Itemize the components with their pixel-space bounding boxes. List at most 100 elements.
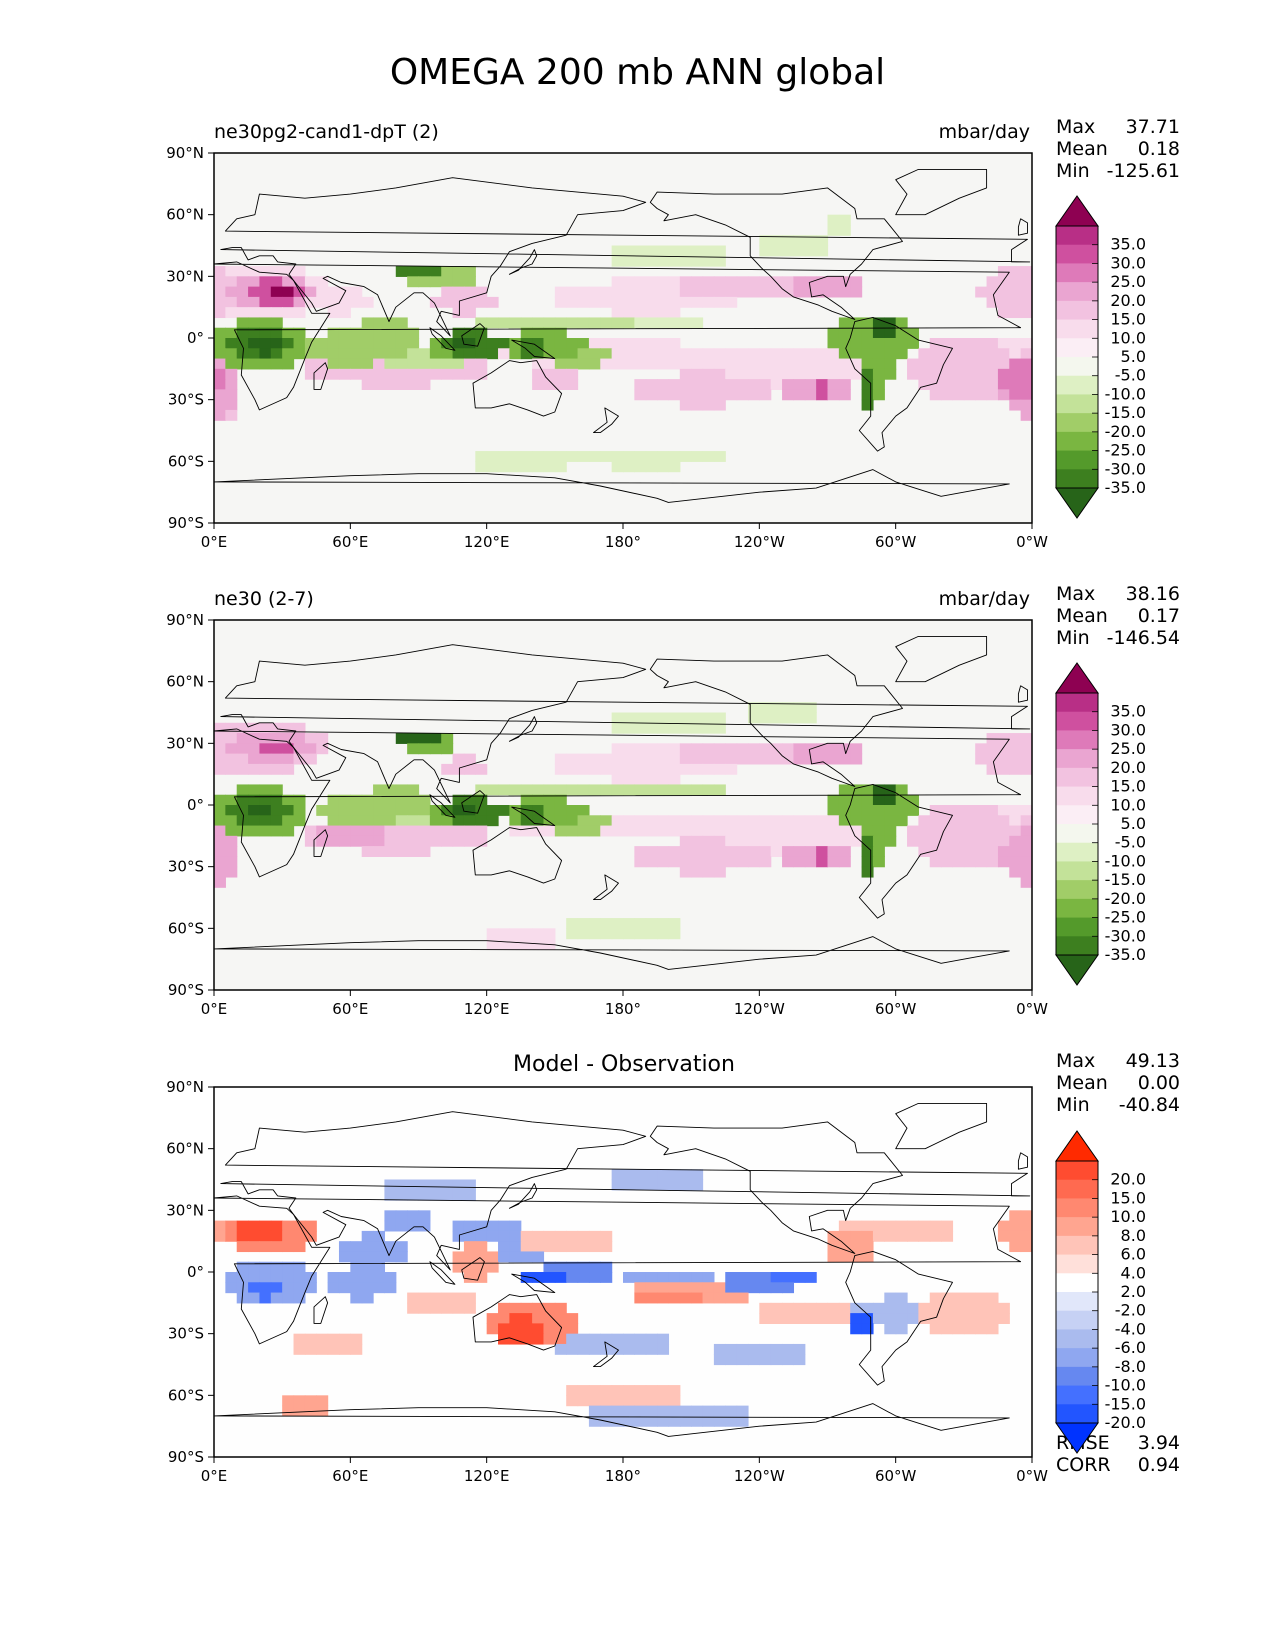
field-cell xyxy=(679,245,692,257)
field-cell xyxy=(293,276,306,288)
colorbar-segment xyxy=(1056,1348,1098,1368)
field-cell xyxy=(1009,743,1022,755)
field-cell xyxy=(918,825,931,837)
field-cell xyxy=(304,1220,317,1232)
field-cell xyxy=(532,1251,545,1263)
field-cell xyxy=(816,1313,829,1324)
field-cell xyxy=(713,835,726,847)
field-cell xyxy=(452,815,465,827)
field-cell xyxy=(827,1302,840,1314)
field-cell xyxy=(907,338,919,349)
field-cell xyxy=(520,1302,533,1314)
colorbar-extend-min xyxy=(1055,1422,1099,1454)
field-cell xyxy=(770,712,783,724)
field-cell xyxy=(838,856,851,868)
field-cell xyxy=(1020,1241,1032,1253)
field-cell xyxy=(395,1251,408,1263)
field-cell xyxy=(566,1343,579,1355)
field-cell xyxy=(725,1343,738,1355)
field-cell xyxy=(793,702,806,714)
field-cell xyxy=(395,368,408,380)
field-cell xyxy=(691,255,704,267)
field-cell xyxy=(929,1302,942,1314)
field-cell xyxy=(327,307,340,319)
field-cell xyxy=(543,348,556,360)
lon-tick-label: 120°W xyxy=(734,533,785,551)
field-cell xyxy=(373,1272,386,1283)
field-cell xyxy=(657,379,670,390)
field-cell xyxy=(486,1230,499,1242)
field-cell xyxy=(214,876,226,888)
field-cell xyxy=(248,338,261,349)
colorbar-label: 15.0 xyxy=(1110,777,1146,796)
field-cell xyxy=(588,1230,601,1242)
field-cell xyxy=(736,358,749,370)
field-cell xyxy=(872,835,885,847)
field-cell xyxy=(486,938,499,950)
field-cell xyxy=(872,815,885,827)
field-cell xyxy=(566,338,579,349)
field-cell xyxy=(236,358,249,370)
field-cell xyxy=(554,1313,567,1324)
field-cell xyxy=(884,805,897,816)
field-cell xyxy=(657,753,670,765)
field-cell xyxy=(623,825,635,837)
field-cell xyxy=(600,1272,613,1283)
field-cell xyxy=(407,815,420,827)
field-cell xyxy=(713,348,726,360)
field-cell xyxy=(997,276,1010,288)
field-cell xyxy=(679,286,692,298)
field-cell xyxy=(657,286,670,298)
field-cell xyxy=(214,733,226,744)
field-cell xyxy=(259,1241,272,1253)
field-cell xyxy=(350,1343,363,1355)
colorbar-segment xyxy=(1056,244,1098,264)
field-cell xyxy=(634,389,647,401)
field-cell xyxy=(1009,338,1022,349)
field-cell xyxy=(304,1282,317,1294)
field-cell xyxy=(827,224,840,236)
field-cell xyxy=(691,399,704,411)
field-cell xyxy=(657,1405,670,1417)
field-cell xyxy=(816,743,829,755)
field-cell xyxy=(838,214,851,226)
colorbar-label: 10.0 xyxy=(1110,328,1146,347)
field-cell xyxy=(634,338,647,349)
coastline-sumatra xyxy=(429,327,456,351)
field-cell xyxy=(634,825,647,837)
field-cell xyxy=(395,379,408,390)
field-cell xyxy=(566,358,579,370)
field-cell xyxy=(588,1261,601,1273)
field-cell xyxy=(679,1169,692,1181)
field-cell xyxy=(986,1323,999,1335)
field-cell xyxy=(975,743,988,755)
field-cell xyxy=(395,1241,408,1253)
lon-tick-label: 120°E xyxy=(464,1467,510,1485)
field-cell xyxy=(918,835,931,847)
field-cell xyxy=(634,1179,647,1191)
field-cell xyxy=(657,918,670,929)
field-cell xyxy=(463,1241,476,1253)
field-cell xyxy=(1009,733,1022,744)
field-cell xyxy=(611,928,624,940)
field-cell xyxy=(236,743,249,755)
field-cell xyxy=(543,1313,556,1324)
field-cell xyxy=(929,856,942,868)
field-cell xyxy=(816,286,829,298)
field-cell xyxy=(509,1333,522,1345)
field-cell xyxy=(895,815,908,827)
field-cell xyxy=(907,358,919,370)
field-cell xyxy=(816,276,829,288)
colorbar-label: 25.0 xyxy=(1110,739,1146,758)
field-cell xyxy=(713,856,726,868)
field-cell xyxy=(668,928,681,940)
field-cell xyxy=(452,1220,465,1232)
field-cell xyxy=(623,815,635,827)
field-cell xyxy=(645,743,658,755)
field-cell xyxy=(441,358,454,370)
field-cell xyxy=(554,317,567,329)
field-cell xyxy=(407,794,420,806)
field-cell xyxy=(1009,266,1022,277)
field-cell xyxy=(475,461,488,473)
field-cell xyxy=(566,1261,579,1273)
